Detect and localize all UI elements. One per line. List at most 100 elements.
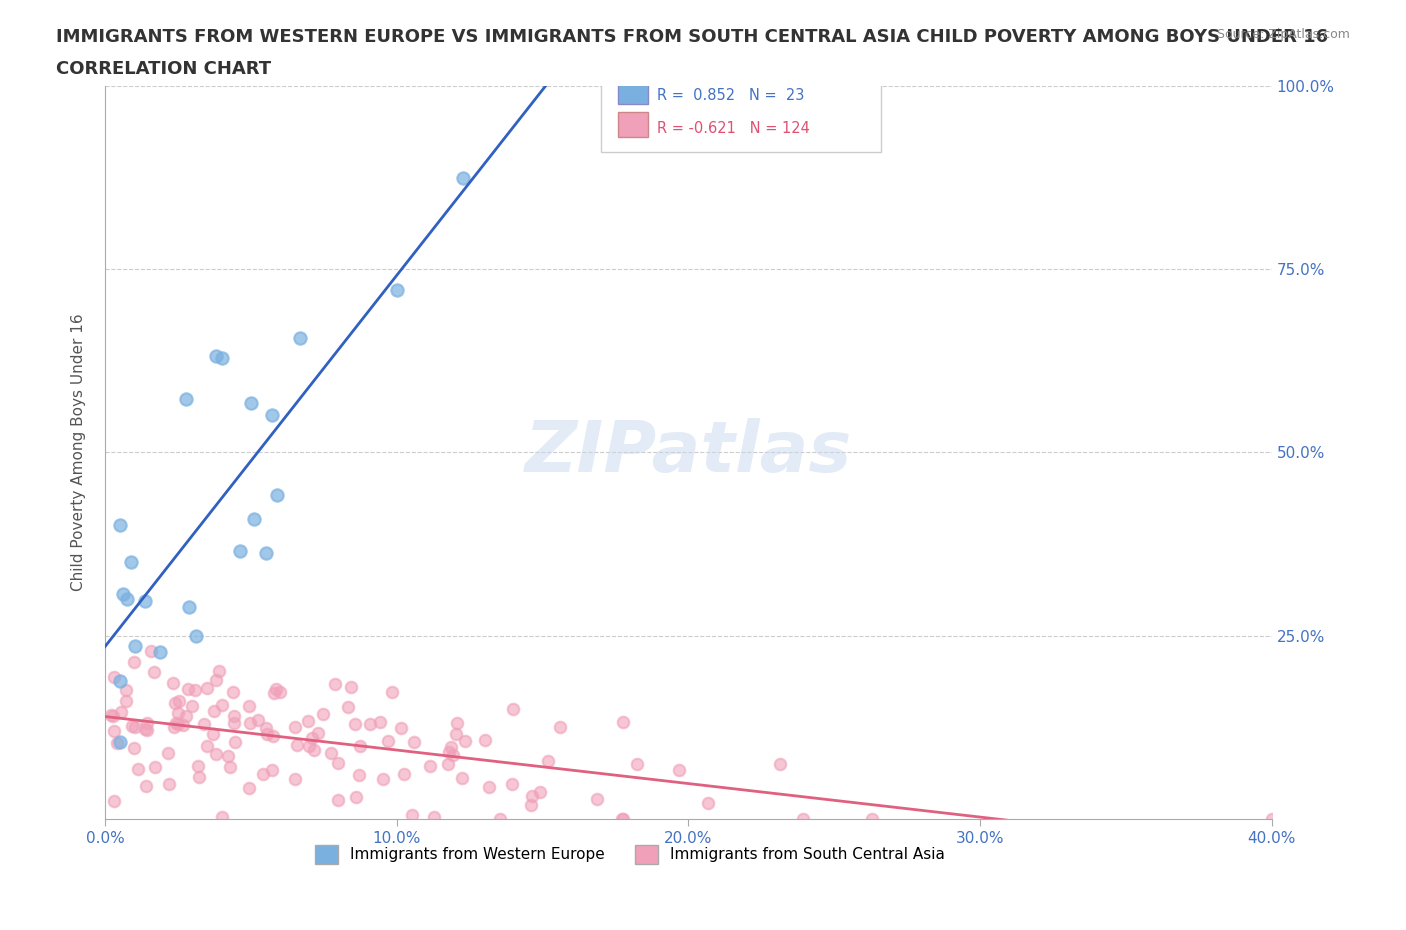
- Point: [529, 784, 551, 799]
- Point: [256, 727, 278, 742]
- Text: R = -0.621   N = 124: R = -0.621 N = 124: [657, 121, 810, 136]
- Point: [115, 591, 138, 606]
- Point: [326, 755, 349, 770]
- Point: [368, 714, 391, 729]
- Point: [143, 665, 166, 680]
- Point: [441, 747, 464, 762]
- Point: [103, 794, 125, 809]
- Point: [222, 684, 245, 699]
- Point: [114, 683, 136, 698]
- Point: [204, 349, 226, 364]
- Point: [172, 718, 194, 733]
- Point: [135, 779, 157, 794]
- Point: [247, 713, 270, 728]
- Point: [860, 811, 883, 826]
- Point: [211, 698, 233, 712]
- Point: [188, 769, 211, 784]
- Point: [437, 756, 460, 771]
- Point: [668, 763, 690, 777]
- Point: [502, 702, 524, 717]
- Point: [347, 767, 370, 782]
- Point: [444, 726, 467, 741]
- Point: [301, 731, 323, 746]
- Point: [240, 395, 263, 410]
- Point: [264, 682, 287, 697]
- Point: [180, 698, 202, 713]
- Point: [260, 763, 283, 777]
- Point: [451, 170, 474, 185]
- Point: [489, 811, 512, 826]
- Point: [202, 727, 225, 742]
- Point: [371, 771, 394, 786]
- Point: [419, 759, 441, 774]
- Point: [157, 777, 180, 791]
- Point: [312, 707, 335, 722]
- FancyBboxPatch shape: [619, 79, 648, 104]
- Point: [269, 684, 291, 699]
- Point: [474, 733, 496, 748]
- Point: [122, 741, 145, 756]
- Point: [103, 724, 125, 738]
- Point: [122, 655, 145, 670]
- Point: [612, 811, 634, 826]
- Point: [586, 791, 609, 806]
- Point: [254, 721, 277, 736]
- Point: [219, 760, 242, 775]
- Point: [217, 749, 239, 764]
- FancyBboxPatch shape: [619, 112, 648, 138]
- Point: [127, 762, 149, 777]
- Point: [183, 683, 205, 698]
- Point: [478, 780, 501, 795]
- Point: [339, 679, 361, 694]
- Point: [319, 745, 342, 760]
- Point: [238, 698, 260, 713]
- Point: [148, 644, 170, 659]
- Point: [174, 392, 197, 406]
- Point: [381, 684, 404, 699]
- Point: [548, 720, 571, 735]
- Point: [195, 681, 218, 696]
- Text: Source: ZipAtlas.com: Source: ZipAtlas.com: [1216, 28, 1350, 41]
- Point: [224, 716, 246, 731]
- Point: [239, 715, 262, 730]
- Point: [195, 738, 218, 753]
- Point: [769, 756, 792, 771]
- Point: [454, 734, 477, 749]
- Point: [252, 767, 274, 782]
- Point: [136, 723, 159, 737]
- Point: [111, 587, 134, 602]
- Point: [108, 734, 131, 749]
- Point: [124, 638, 146, 653]
- Point: [401, 808, 423, 823]
- Point: [404, 735, 426, 750]
- Point: [186, 629, 208, 644]
- Point: [349, 738, 371, 753]
- Point: [612, 811, 634, 826]
- Point: [360, 717, 382, 732]
- Point: [174, 709, 197, 724]
- Point: [520, 798, 543, 813]
- Point: [260, 407, 283, 422]
- Point: [385, 283, 408, 298]
- Point: [167, 716, 190, 731]
- Point: [100, 707, 122, 722]
- Point: [263, 685, 285, 700]
- Point: [501, 777, 523, 791]
- Point: [304, 743, 326, 758]
- Point: [284, 719, 307, 734]
- Point: [207, 664, 229, 679]
- Legend: Immigrants from Western Europe, Immigrants from South Central Asia: Immigrants from Western Europe, Immigran…: [309, 839, 952, 870]
- Point: [792, 811, 814, 826]
- Point: [254, 546, 277, 561]
- Point: [211, 810, 233, 825]
- Point: [167, 705, 190, 720]
- Point: [323, 677, 346, 692]
- Point: [187, 758, 209, 773]
- Point: [298, 738, 321, 753]
- Text: R =  0.852   N =  23: R = 0.852 N = 23: [657, 88, 804, 103]
- Point: [439, 745, 461, 760]
- Point: [134, 722, 156, 737]
- Point: [344, 717, 367, 732]
- Point: [344, 790, 367, 804]
- Point: [120, 554, 142, 569]
